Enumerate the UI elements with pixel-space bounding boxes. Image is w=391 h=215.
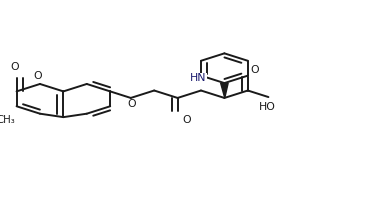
Text: HO: HO: [258, 102, 275, 112]
Text: O: O: [182, 115, 191, 125]
Text: CH₃: CH₃: [0, 115, 16, 125]
Text: O: O: [128, 99, 136, 109]
Text: O: O: [11, 62, 19, 72]
Text: O: O: [250, 65, 259, 75]
Polygon shape: [221, 83, 228, 98]
Text: O: O: [33, 72, 42, 81]
Text: HN: HN: [190, 73, 206, 83]
